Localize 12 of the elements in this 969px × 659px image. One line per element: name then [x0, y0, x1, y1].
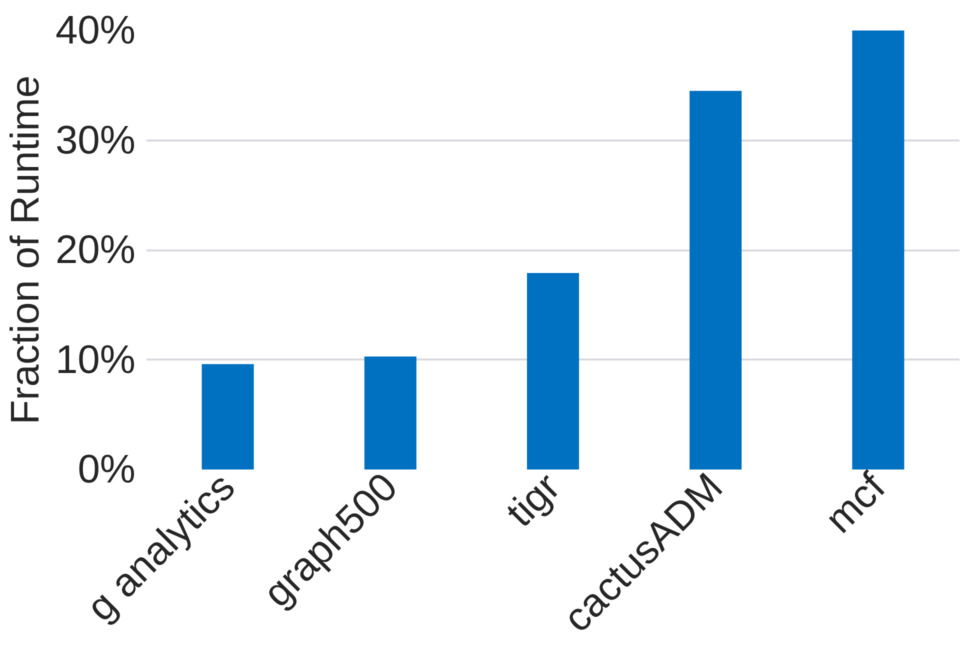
bar	[202, 364, 254, 470]
bar	[364, 356, 416, 470]
y-tick-label: 10%	[55, 338, 136, 382]
bar	[526, 273, 580, 470]
y-tick-label: 20%	[55, 228, 136, 272]
x-tick-label: mcf	[817, 464, 894, 542]
y-axis-title: Fraction of Runtime	[3, 75, 48, 425]
y-tick-label: 40%	[55, 8, 136, 52]
bar	[852, 30, 904, 470]
bar	[690, 90, 742, 470]
x-tick-label: tigr	[498, 464, 569, 536]
y-tick-label: 30%	[55, 118, 136, 162]
